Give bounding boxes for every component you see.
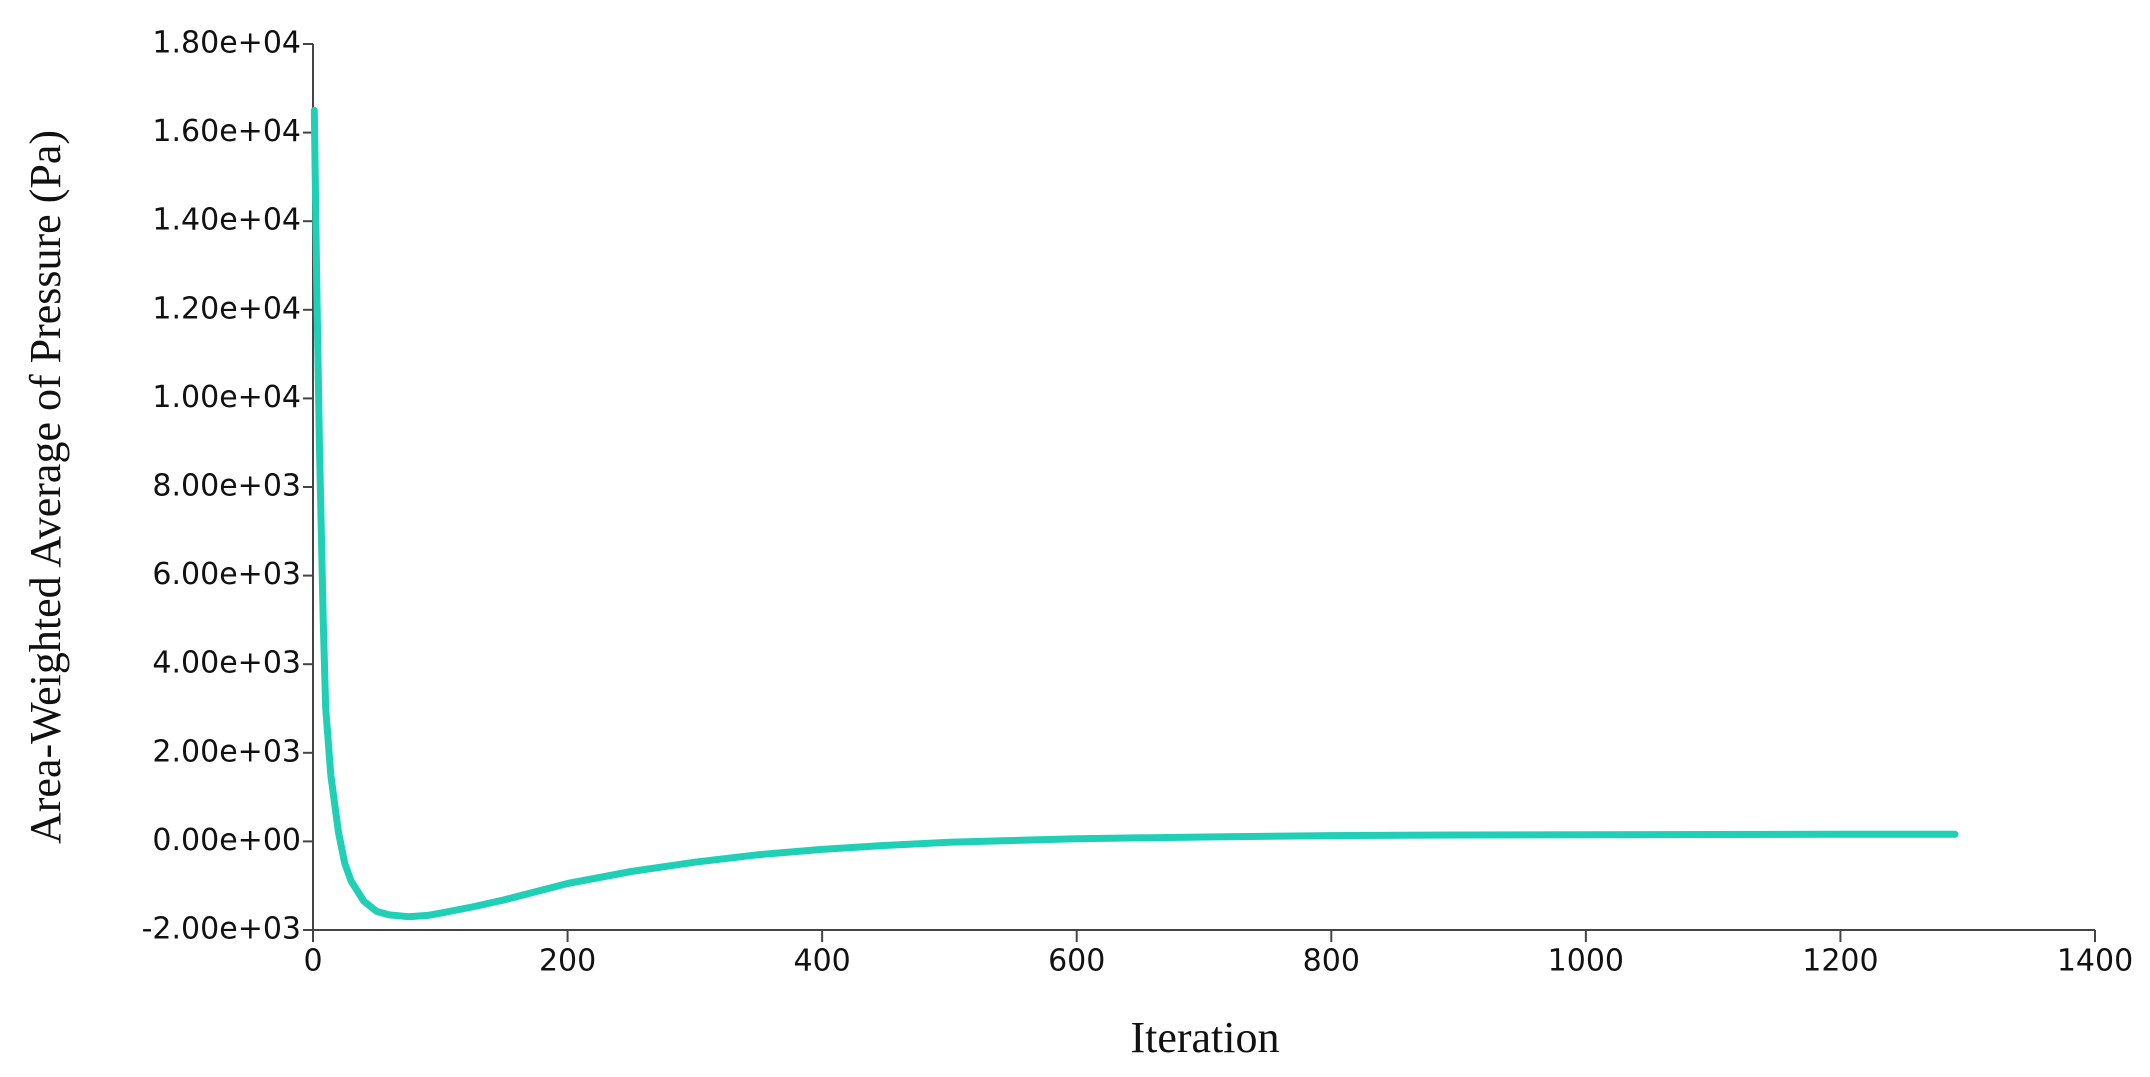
y-tick-label: -2.00e+03: [142, 912, 301, 947]
y-tick-label: 1.60e+04: [152, 114, 301, 149]
data-line: [310, 106, 1959, 921]
x-tick-label: 1400: [2057, 944, 2133, 979]
y-tick-label: 4.00e+03: [152, 646, 301, 681]
x-tick-label: 200: [539, 944, 596, 979]
x-tick-label: 0: [303, 944, 322, 979]
y-tick-label: 1.20e+04: [152, 291, 301, 326]
y-tick-label: 1.40e+04: [152, 203, 301, 238]
x-tick-label: 1000: [1548, 944, 1624, 979]
x-tick-label: 400: [794, 944, 851, 979]
y-tick-label: 1.00e+04: [152, 380, 301, 415]
x-axis-title: Iteration: [1130, 1013, 1279, 1062]
y-axis-title: Area-Weighted Average of Pressure (Pa): [21, 130, 70, 844]
y-tick-label: 8.00e+03: [152, 469, 301, 504]
y-tick-label: 1.80e+04: [152, 26, 301, 61]
y-tick-label: 0.00e+00: [152, 823, 301, 858]
x-tick-label: 800: [1303, 944, 1360, 979]
x-tick-label: 1200: [1802, 944, 1878, 979]
y-tick-label: 2.00e+03: [152, 734, 301, 769]
x-tick-label: 600: [1048, 944, 1105, 979]
y-tick-label: 6.00e+03: [152, 557, 301, 592]
